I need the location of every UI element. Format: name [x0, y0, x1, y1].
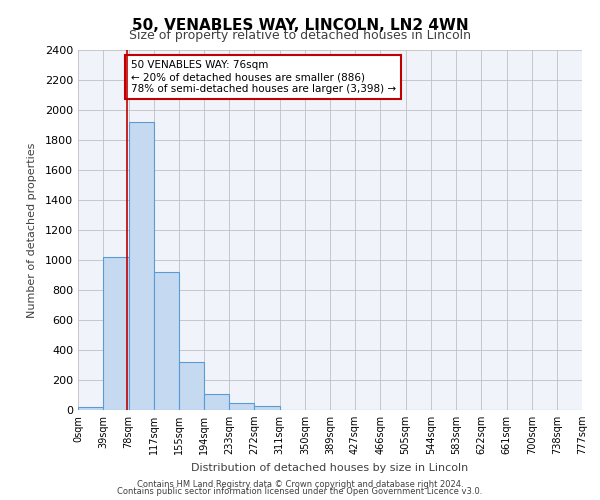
Text: Contains public sector information licensed under the Open Government Licence v3: Contains public sector information licen… — [118, 487, 482, 496]
Bar — [204, 394, 229, 410]
Text: 50 VENABLES WAY: 76sqm
← 20% of detached houses are smaller (886)
78% of semi-de: 50 VENABLES WAY: 76sqm ← 20% of detached… — [131, 60, 395, 94]
Text: Size of property relative to detached houses in Lincoln: Size of property relative to detached ho… — [129, 29, 471, 42]
Bar — [254, 406, 280, 410]
Text: Contains HM Land Registry data © Crown copyright and database right 2024.: Contains HM Land Registry data © Crown c… — [137, 480, 463, 489]
X-axis label: Distribution of detached houses by size in Lincoln: Distribution of detached houses by size … — [191, 462, 469, 472]
Bar — [179, 362, 204, 410]
Bar — [128, 122, 154, 410]
Bar — [154, 272, 179, 410]
Bar — [229, 403, 254, 410]
Bar — [103, 257, 128, 410]
Text: 50, VENABLES WAY, LINCOLN, LN2 4WN: 50, VENABLES WAY, LINCOLN, LN2 4WN — [131, 18, 469, 32]
Bar — [78, 407, 103, 410]
Y-axis label: Number of detached properties: Number of detached properties — [26, 142, 37, 318]
